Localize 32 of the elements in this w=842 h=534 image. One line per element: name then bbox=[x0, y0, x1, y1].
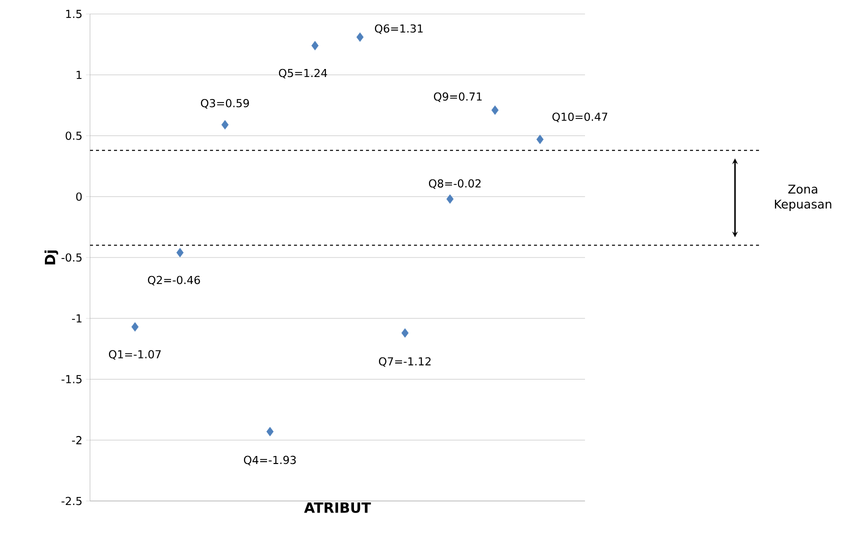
point bbox=[266, 426, 274, 436]
y-tick-label: -0.5 bbox=[62, 253, 82, 262]
point bbox=[356, 32, 364, 42]
data-label: Q6=1.31 bbox=[374, 24, 423, 34]
point bbox=[446, 194, 454, 204]
data-label: Q4=-1.93 bbox=[244, 456, 296, 466]
data-label: Q3=0.59 bbox=[200, 99, 249, 109]
y-tick-label: 0.5 bbox=[66, 132, 82, 140]
x-axis-title: ATRIBUT bbox=[304, 502, 371, 513]
data-label: Q10=0.47 bbox=[552, 112, 608, 122]
y-tick-label: -1 bbox=[72, 314, 82, 322]
data-label: Q5=1.24 bbox=[278, 68, 328, 78]
data-label: Q7=-1.12 bbox=[378, 357, 431, 367]
text: Zona Kepuasan bbox=[774, 184, 832, 211]
y-tick-label: 1 bbox=[76, 70, 82, 79]
point bbox=[536, 134, 544, 144]
y-tick-label: -1.5 bbox=[62, 375, 82, 384]
y-tick-label: 0 bbox=[76, 192, 82, 201]
point bbox=[221, 120, 229, 130]
data-label: Q2=-0.46 bbox=[148, 276, 200, 286]
data-label: Q8=-0.02 bbox=[428, 179, 481, 189]
y-tick-label: -2 bbox=[72, 436, 82, 444]
point bbox=[491, 105, 499, 115]
y-axis-title: Dj bbox=[44, 250, 58, 264]
y-tick-label: 1.5 bbox=[66, 10, 82, 18]
point bbox=[401, 328, 409, 338]
y-tick-label: -2.5 bbox=[62, 496, 82, 506]
point bbox=[176, 248, 184, 258]
data-label: Q9=0.71 bbox=[434, 92, 482, 102]
point bbox=[311, 40, 319, 50]
data-label: Q1=-1.07 bbox=[108, 350, 161, 360]
point bbox=[131, 322, 139, 332]
